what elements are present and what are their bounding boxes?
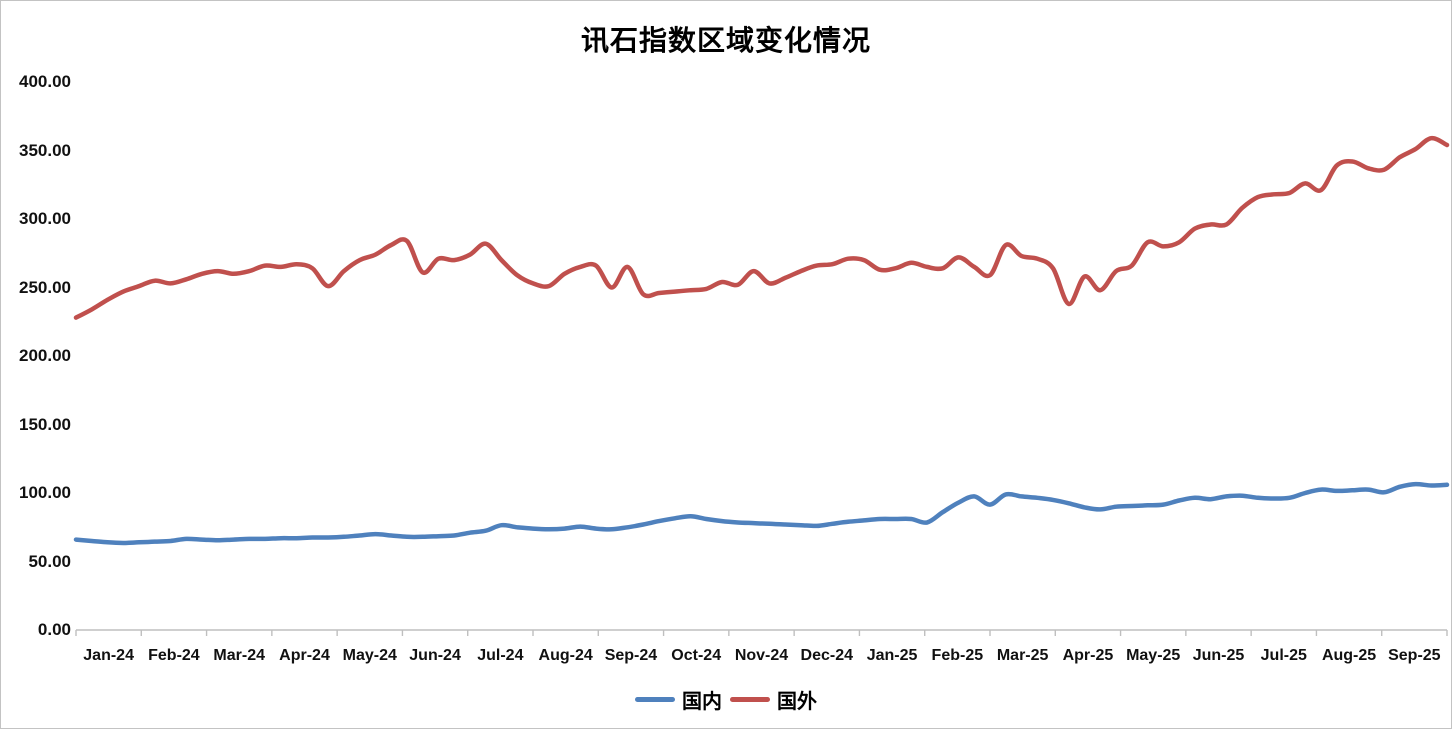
legend-label-foreign: 国外	[777, 691, 817, 713]
x-axis-tick-label: Dec-24	[800, 647, 854, 664]
x-axis-tick-label: Jul-25	[1260, 647, 1307, 664]
x-axis-tick-label: Mar-24	[213, 647, 265, 664]
x-axis-tick-label: Mar-25	[996, 647, 1049, 664]
x-axis-tick-label: May-24	[342, 647, 397, 664]
legend: 国内 国外	[1, 685, 1451, 714]
y-axis-tick-label: 350.00	[19, 140, 71, 160]
x-axis-tick-label: Apr-24	[279, 647, 330, 664]
x-axis-tick-label: Apr-25	[1062, 647, 1114, 664]
y-axis-tick-label: 100.00	[19, 483, 71, 502]
series-line-foreign	[73, 135, 1450, 320]
x-axis-tick-label: Jun-24	[409, 647, 461, 664]
x-axis-tick-label: Feb-24	[148, 647, 200, 664]
legend-item-foreign: 国外	[730, 685, 817, 714]
y-axis-tick-label: 200.00	[19, 346, 71, 365]
x-axis-tick-label: Nov-24	[734, 647, 789, 664]
y-axis-tick-label: 400.00	[19, 72, 71, 91]
series-line-domestic	[73, 481, 1450, 546]
legend-label-domestic: 国内	[682, 691, 722, 713]
y-axis-tick-label: 0.00	[37, 620, 71, 639]
x-axis-tick-label: Aug-25	[1321, 647, 1377, 664]
x-axis-tick-label: Oct-24	[671, 647, 722, 664]
chart-title: 讯石指数区域变化情况	[580, 26, 871, 57]
y-axis-tick-label: 250.00	[19, 277, 71, 297]
x-axis-tick-label: Feb-25	[931, 647, 984, 664]
x-axis-tick-label: Jun-25	[1192, 647, 1245, 664]
foreign-line-swatch	[730, 697, 770, 702]
x-axis-tick-label: Jul-24	[477, 647, 524, 664]
x-axis-tick-label: May-25	[1126, 647, 1181, 664]
x-axis-tick-label: Jan-25	[866, 647, 918, 664]
x-axis-tick-label: Sep-24	[604, 647, 658, 664]
domestic-line-swatch	[635, 697, 675, 702]
y-axis-tick-label: 150.00	[19, 414, 71, 434]
x-axis-tick-label: Aug-24	[538, 647, 593, 664]
legend-item-domestic: 国内	[635, 685, 722, 714]
x-axis-tick-label: Jan-24	[83, 647, 134, 664]
x-axis-tick-label: Sep-25	[1388, 647, 1441, 664]
y-axis-tick-label: 300.00	[19, 209, 71, 228]
y-axis-tick-label: 50.00	[28, 551, 71, 571]
